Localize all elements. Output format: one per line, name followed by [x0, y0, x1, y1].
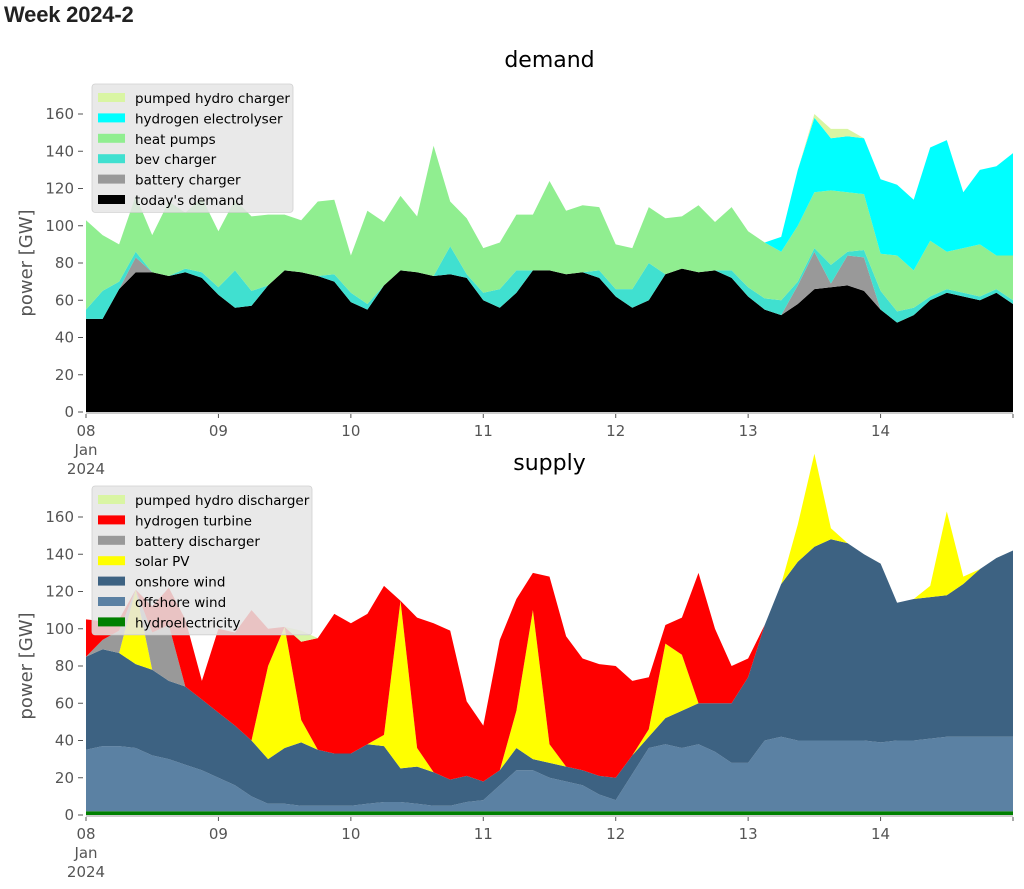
- x-tick-sublabel: Jan: [73, 441, 97, 459]
- legend-label-onshore-wind: onshore wind: [135, 575, 225, 591]
- legend-label-pumped-hydro-charger: pumped hydro charger: [135, 91, 290, 107]
- legend-swatch-today-s-demand: [98, 195, 125, 204]
- x-tick-label: 11: [474, 825, 493, 843]
- y-axis-title: power [GW]: [16, 209, 37, 316]
- area-onshore-wind: [86, 539, 1013, 806]
- y-tick-label: 160: [45, 508, 74, 526]
- legend-label-solar-pv: solar PV: [135, 554, 190, 570]
- y-tick-label: 80: [55, 657, 74, 675]
- legend-label-battery-discharger: battery discharger: [135, 534, 260, 550]
- y-tick-label: 100: [45, 620, 74, 638]
- y-tick-label: 40: [55, 732, 74, 750]
- legend-swatch-pumped-hydro-discharger: [98, 495, 125, 504]
- y-tick-label: 0: [64, 403, 74, 421]
- x-tick-sublabel: 2024: [67, 863, 105, 881]
- y-tick-label: 120: [45, 583, 74, 601]
- y-axis-title: power [GW]: [16, 612, 37, 719]
- y-tick-label: 120: [45, 180, 74, 198]
- area-hydroelectricity: [86, 811, 1013, 815]
- x-tick-label: 14: [871, 422, 890, 440]
- y-tick-label: 140: [45, 142, 74, 160]
- page-title: Week 2024-2: [4, 2, 134, 27]
- area-offshore-wind: [86, 736, 1013, 812]
- x-tick-label: 12: [606, 825, 625, 843]
- legend-swatch-solar-pv: [98, 556, 125, 566]
- x-tick-label: 14: [871, 825, 890, 843]
- legend-label-today-s-demand: today's demand: [135, 193, 244, 209]
- legend-swatch-hydroelectricity: [98, 617, 125, 627]
- legend-swatch-hydrogen-electrolyser: [98, 113, 125, 123]
- x-tick-label: 09: [209, 422, 228, 440]
- legend-label-heat-pumps: heat pumps: [135, 132, 216, 148]
- legend-swatch-pumped-hydro-charger: [98, 93, 125, 102]
- legend-swatch-offshore-wind: [98, 597, 125, 606]
- area-battery-charger: [86, 251, 1013, 323]
- x-tick-label: 13: [739, 825, 758, 843]
- legend-swatch-hydrogen-turbine: [98, 515, 125, 525]
- x-tick-label: 13: [739, 422, 758, 440]
- area-heat-pumps: [86, 145, 1013, 312]
- y-tick-label: 100: [45, 217, 74, 235]
- area-bev-charger: [86, 246, 1013, 323]
- legend-swatch-bev-charger: [98, 154, 125, 164]
- legend-label-hydrogen-electrolyser: hydrogen electrolyser: [135, 111, 283, 127]
- x-tick-label: 10: [341, 825, 360, 843]
- legend-swatch-battery-discharger: [98, 535, 125, 545]
- y-tick-label: 160: [45, 105, 74, 123]
- legend-label-hydroelectricity: hydroelectricity: [135, 615, 240, 631]
- legend-box: [91, 83, 294, 213]
- area-today-s-demand: [86, 268, 1013, 412]
- area-hydrogen-electrolyser: [86, 117, 1013, 271]
- y-tick-label: 80: [55, 254, 74, 272]
- legend: pumped hydro charger hydrogen electrolyse…: [91, 83, 294, 213]
- x-tick-sublabel: 2024: [67, 460, 105, 478]
- area-hydrogen-turbine: [86, 453, 1013, 782]
- x-tick-label: 09: [209, 825, 228, 843]
- y-tick-label: 60: [55, 291, 74, 309]
- legend-label-pumped-hydro-discharger: pumped hydro discharger: [135, 493, 310, 509]
- y-tick-label: 140: [45, 545, 74, 563]
- legend-label-battery-charger: battery charger: [135, 173, 241, 189]
- y-tick-label: 40: [55, 329, 74, 347]
- legend-box: [91, 485, 313, 636]
- y-tick-label: 60: [55, 694, 74, 712]
- legend-swatch-heat-pumps: [98, 133, 125, 143]
- y-tick-label: 20: [55, 366, 74, 384]
- legend-swatch-onshore-wind: [98, 576, 125, 586]
- x-tick-label: 12: [606, 422, 625, 440]
- legend-label-bev-charger: bev charger: [135, 152, 217, 168]
- x-tick-label: 08: [76, 422, 95, 440]
- x-tick-label: 11: [474, 422, 493, 440]
- x-tick-label: 08: [76, 825, 95, 843]
- chart-title: demand: [504, 48, 594, 73]
- y-tick-label: 0: [64, 806, 74, 824]
- legend-swatch-battery-charger: [98, 174, 125, 184]
- legend-label-offshore-wind: offshore wind: [135, 595, 226, 611]
- x-tick-label: 10: [341, 422, 360, 440]
- chart-title: supply: [513, 451, 585, 476]
- y-tick-label: 20: [55, 769, 74, 787]
- legend-label-hydrogen-turbine: hydrogen turbine: [135, 513, 252, 529]
- legend: pumped hydro discharger hydrogen turbine b…: [91, 485, 313, 636]
- x-tick-sublabel: Jan: [73, 844, 97, 862]
